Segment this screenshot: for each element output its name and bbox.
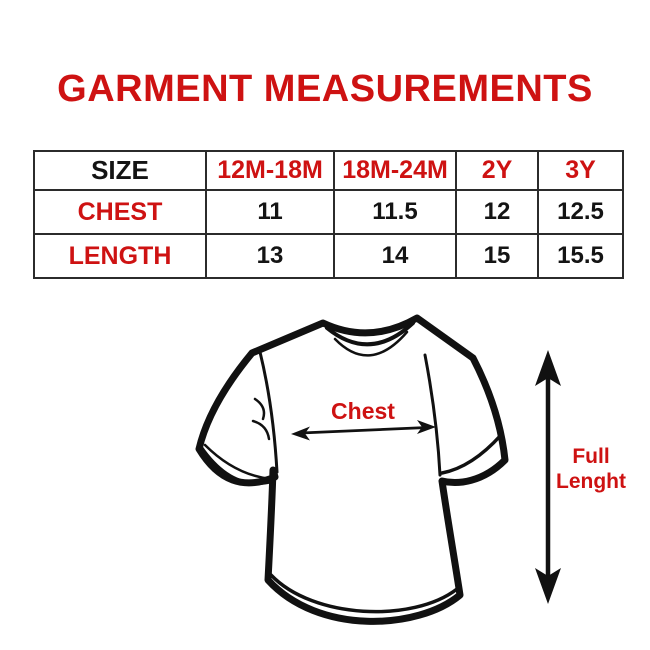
column-header-size: SIZE [35, 152, 207, 191]
full-length-arrow [535, 350, 561, 604]
length-value-2y: 15 [457, 235, 539, 277]
tshirt-outline [195, 314, 509, 625]
chest-value-18m-24m: 11.5 [335, 191, 457, 235]
left-sleeve-seam [258, 350, 279, 474]
right-cuff-line [440, 433, 503, 475]
tshirt-illustration [195, 314, 509, 625]
page-title: GARMENT MEASUREMENTS [57, 68, 593, 110]
collar-neckline [333, 330, 409, 357]
row-label-length: LENGTH [35, 235, 207, 277]
length-value-18m-24m: 14 [335, 235, 457, 277]
wrinkle-line-2 [251, 419, 271, 441]
size-table: SIZE 12M-18M 18M-24M 2Y 3Y CHEST 11 11.5… [33, 150, 624, 279]
column-header-2y: 2Y [457, 152, 539, 191]
column-header-12m-18m: 12M-18M [207, 152, 335, 191]
chest-arrow [291, 420, 436, 441]
left-cuff-inner-line [203, 443, 273, 481]
length-value-3y: 15.5 [539, 235, 622, 277]
left-cuff-line [199, 445, 275, 486]
chest-value-2y: 12 [457, 191, 539, 235]
length-value-12m-18m: 13 [207, 235, 335, 277]
hem-inner-line [269, 573, 459, 614]
chest-value-12m-18m: 11 [207, 191, 335, 235]
column-header-3y: 3Y [539, 152, 622, 191]
wrinkle-line-1 [253, 397, 266, 421]
row-label-chest: CHEST [35, 191, 207, 235]
full-length-label: Full Lenght [556, 445, 626, 493]
column-header-18m-24m: 18M-24M [335, 152, 457, 191]
collar-inner-line [325, 321, 415, 347]
right-sleeve-seam [423, 353, 442, 477]
chest-label: Chest [331, 398, 395, 424]
chest-value-3y: 12.5 [539, 191, 622, 235]
